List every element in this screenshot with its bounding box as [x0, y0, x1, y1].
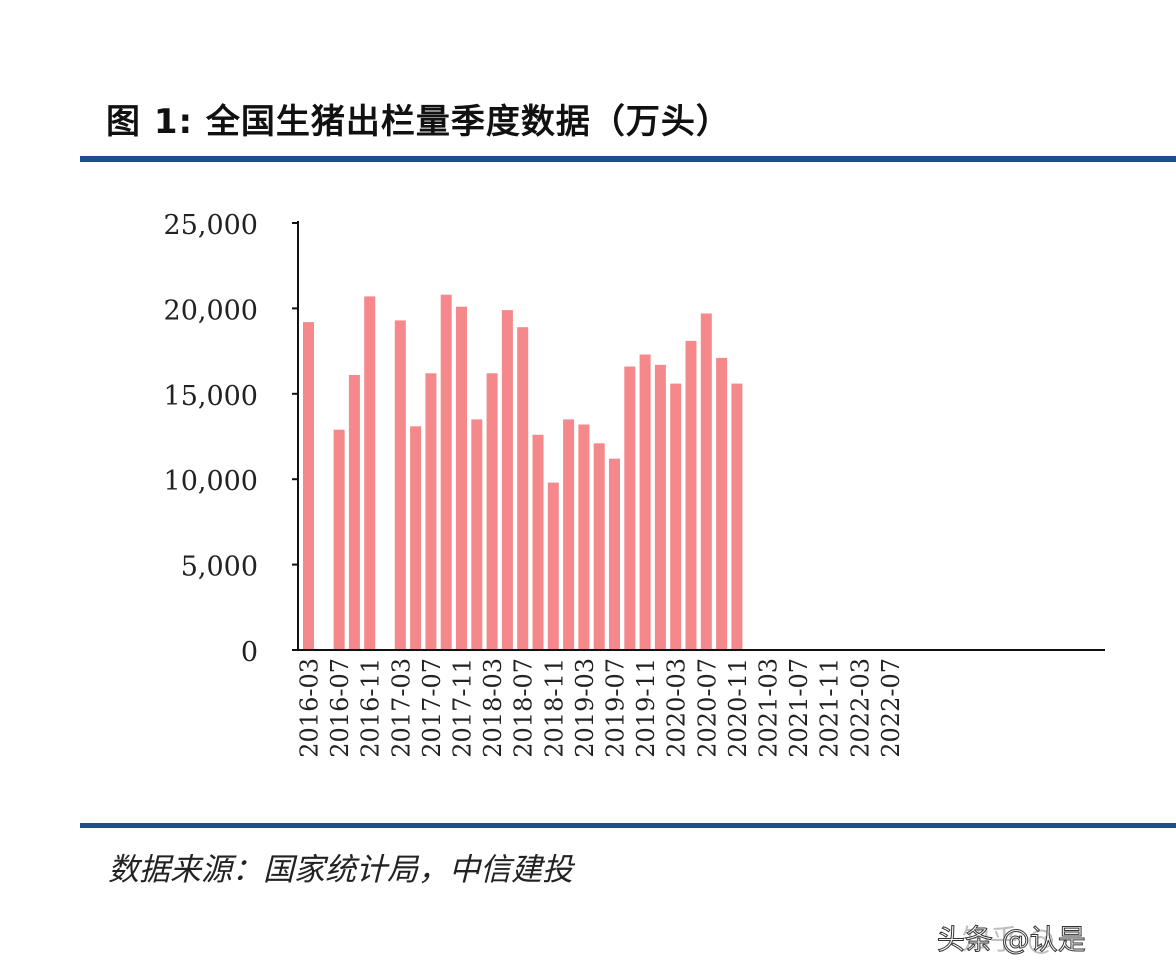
y-tick-label: 5,000 [181, 552, 258, 583]
bar-2018-11 [547, 482, 559, 650]
bottom-rule [80, 823, 1176, 828]
bar-2017-07 [425, 373, 437, 650]
x-tick-label: 2017-07 [418, 658, 446, 758]
y-axis-ticks: 0 5,000 10,000 15,000 20,000 25,000 [164, 210, 298, 668]
x-tick-label: 2022-07 [877, 658, 905, 758]
x-tick-label: 2021-03 [755, 658, 783, 758]
top-rule [80, 156, 1176, 162]
bar-2017-11 [456, 306, 467, 650]
x-tick-label: 2019-11 [632, 658, 660, 758]
x-tick-label: 2017-03 [387, 658, 415, 758]
x-tick-label: 2022-03 [846, 658, 874, 758]
figure-title: 图 1: 全国生猪出栏量季度数据（万头） [106, 102, 731, 142]
bar-2020-05 [685, 340, 697, 650]
source-note: 数据来源：国家统计局，中信建投 [108, 852, 573, 888]
bar-2020-01 [654, 364, 666, 650]
bar-2019-07 [609, 458, 620, 650]
watermark-secondary: 头条 @认是 [936, 923, 1086, 957]
bar-2016-09 [348, 375, 360, 650]
bar-2017-03 [394, 320, 406, 650]
x-tick-label: 2018-07 [510, 658, 538, 758]
bar-2019-05 [593, 443, 605, 650]
bar-2020-09 [716, 357, 728, 650]
x-tick-label: 2016-03 [296, 658, 324, 758]
bar-2020-07 [700, 313, 712, 650]
bar-2018-09 [532, 434, 544, 650]
x-tick-label: 2018-11 [540, 658, 568, 758]
y-tick-label: 15,000 [164, 381, 258, 412]
y-tick-label: 10,000 [164, 466, 258, 497]
x-tick-label: 2017-11 [449, 658, 477, 758]
bar-2017-05 [410, 426, 422, 650]
bar-2020-11 [731, 383, 743, 650]
y-tick-label: 0 [241, 637, 258, 668]
bar-2018-05 [501, 310, 513, 650]
x-tick-label: 2021-11 [816, 658, 844, 758]
x-tick-label: 2019-03 [571, 658, 599, 758]
watermark: 知乎 @头条 @认是 [936, 918, 1086, 958]
x-tick-label: 2018-03 [479, 658, 507, 758]
bar-2016-11 [364, 296, 376, 650]
bar-2019-11 [639, 354, 651, 650]
bar-2016-03 [303, 322, 314, 650]
bar-2019-03 [578, 424, 590, 650]
x-tick-label: 2020-03 [663, 658, 691, 758]
bar-2018-03 [486, 373, 498, 650]
bar-2018-07 [517, 327, 529, 650]
y-tick-label: 25,000 [164, 210, 258, 241]
x-tick-label: 2021-07 [785, 658, 813, 758]
bar-2019-01 [563, 419, 575, 650]
x-tick-label: 2020-11 [724, 658, 752, 758]
x-tick-label: 2019-07 [602, 658, 630, 758]
y-tick-label: 20,000 [164, 295, 258, 326]
x-tick-label: 2016-07 [326, 658, 354, 758]
x-axis-ticks: 2016-03 2016-07 2016-11 2017-03 2017-07 2017-… [296, 658, 905, 758]
bar-2019-09 [624, 366, 636, 650]
axes [297, 221, 1105, 651]
bar-2016-07 [333, 429, 345, 650]
bar-2020-03 [670, 383, 682, 650]
bar-2017-09 [440, 294, 452, 650]
x-tick-label: 2020-07 [693, 658, 721, 758]
x-tick-label: 2016-11 [357, 658, 385, 758]
watermark-primary: 知乎 @ [962, 923, 1055, 956]
bar-2018-01 [471, 419, 483, 650]
bars [303, 294, 743, 650]
